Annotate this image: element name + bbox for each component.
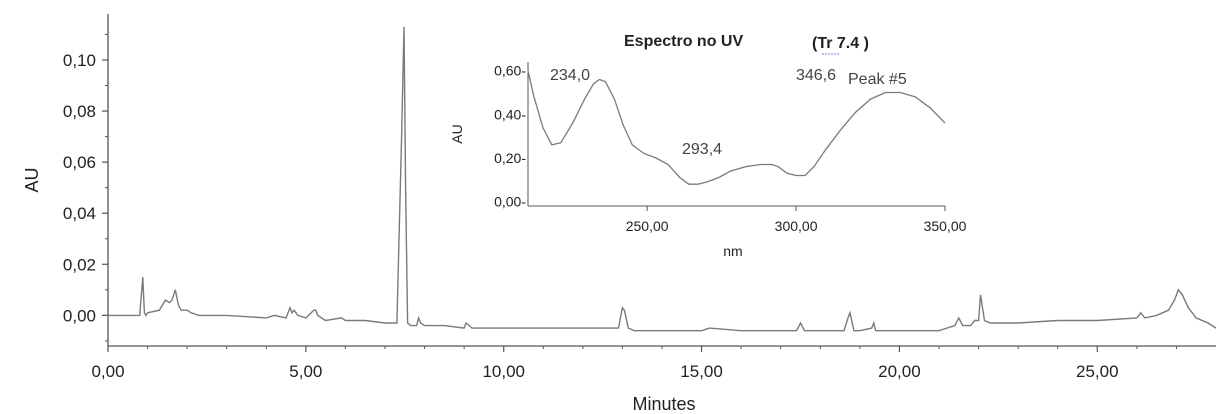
main-x-tick-label: 5,00 <box>289 362 322 381</box>
inset-ticks: 250,00 300,00 350,00 0,00- 0,20- 0,40- 0,60- <box>494 63 967 234</box>
peak-label-346: 346,6 <box>796 67 836 84</box>
peak-label-293: 293,4 <box>682 141 722 158</box>
uv-spectrum-line <box>527 70 946 185</box>
main-x-tick-label: 0,00 <box>91 362 124 381</box>
main-x-tick-label: 15,00 <box>680 362 723 381</box>
inset-title-main: Espectro no UV <box>624 33 743 50</box>
inset-x-tick-label: 300,00 <box>775 218 818 234</box>
main-x-tick-label: 10,00 <box>482 362 525 381</box>
main-y-axis-title: AU <box>22 167 42 192</box>
main-x-tick-label: 20,00 <box>878 362 921 381</box>
inset-y-tick-label: 0,20- <box>494 150 526 166</box>
peak-number-label: Peak #5 <box>848 71 907 88</box>
main-y-tick-label: 0,06 <box>63 153 96 172</box>
inset-x-axis-title: nm <box>723 243 742 259</box>
inset-x-tick-label: 350,00 <box>924 218 967 234</box>
main-x-axis-title: Minutes <box>632 394 695 414</box>
main-x-tick-label: 25,00 <box>1076 362 1119 381</box>
main-y-tick-label: 0,10 <box>63 51 96 70</box>
inset-uv-spectrum: Espectro no UV (Tr 7.4 ) AU nm 250,00 300… <box>449 33 967 259</box>
inset-y-axis-title: AU <box>449 124 465 143</box>
peak-label-234: 234,0 <box>550 67 590 84</box>
inset-y-tick-label: 0,00- <box>494 194 526 210</box>
chromatogram-line <box>108 26 1217 332</box>
inset-x-tick-label: 250,00 <box>626 218 669 234</box>
main-ticks: 0,00 5,00 10,00 15,00 20,00 25,00 0,00 0,02 0,04… <box>63 33 1177 381</box>
main-y-tick-label: 0,08 <box>63 102 96 121</box>
main-chart: AU Minutes 0,00 5,00 10,00 15,00 20,00 25,000… <box>22 14 1217 414</box>
inset-y-tick-label: 0,40- <box>494 106 526 122</box>
main-y-tick-label: 0,00 <box>63 306 96 325</box>
main-y-tick-label: 0,02 <box>63 255 96 274</box>
main-y-tick-label: 0,04 <box>63 204 96 223</box>
inset-title-sub: (Tr 7.4 ) <box>812 35 869 52</box>
inset-y-tick-label: 0,60- <box>494 63 526 79</box>
